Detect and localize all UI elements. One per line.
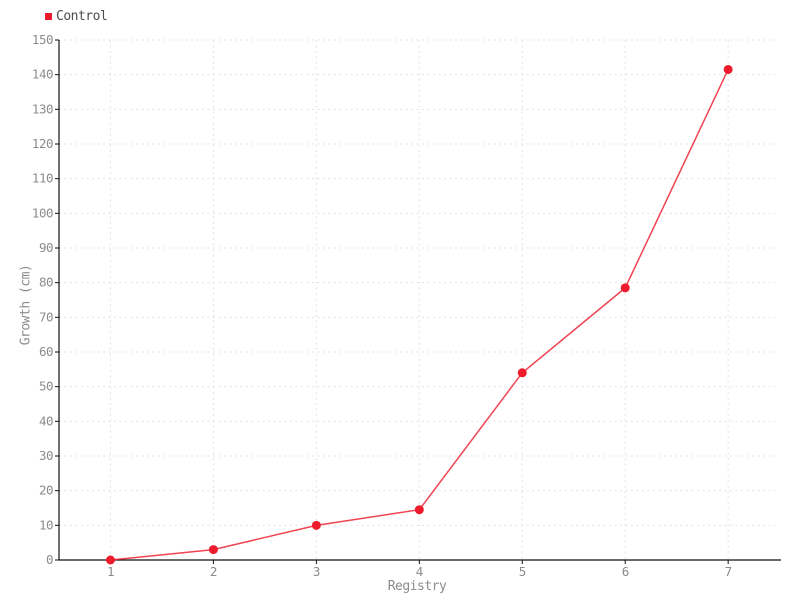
y-tick-label: 0 [46, 552, 53, 567]
x-tick-label: 5 [519, 564, 526, 579]
y-tick-label: 10 [39, 517, 53, 532]
y-tick-label: 100 [32, 205, 53, 220]
y-tick-label: 70 [39, 309, 53, 324]
y-tick-label: 50 [39, 379, 53, 394]
y-tick-label: 140 [32, 67, 53, 82]
x-tick-label: 7 [725, 564, 732, 579]
x-tick-label: 4 [416, 564, 423, 579]
y-tick-label: 20 [39, 483, 53, 498]
data-point [414, 505, 424, 515]
y-tick-label: 150 [32, 32, 53, 47]
x-tick-label: 6 [622, 564, 629, 579]
data-point [517, 368, 527, 378]
data-point [723, 64, 733, 74]
x-axis-title: Registry [387, 579, 447, 594]
y-axis-title: Growth (cm) [18, 264, 34, 346]
y-tick-label: 40 [39, 413, 53, 428]
y-tick-label: 110 [32, 171, 53, 186]
y-tick-label: 130 [32, 101, 53, 116]
data-point [311, 520, 321, 530]
legend-item-control[interactable]: Control [45, 9, 108, 24]
data-point [208, 545, 218, 555]
y-tick-label: 30 [39, 448, 53, 463]
data-point [105, 555, 115, 565]
y-tick-label: 60 [39, 344, 53, 359]
y-tick-label: 120 [32, 136, 53, 151]
legend-label: Control [56, 9, 108, 24]
legend: Control [45, 9, 108, 24]
x-tick-label: 2 [210, 564, 217, 579]
x-tick-label: 3 [313, 564, 320, 579]
x-tick-label: 1 [107, 564, 114, 579]
y-tick-label: 90 [39, 240, 53, 255]
legend-swatch-icon [45, 13, 52, 20]
data-point [620, 283, 630, 293]
y-tick-label: 80 [39, 275, 53, 290]
